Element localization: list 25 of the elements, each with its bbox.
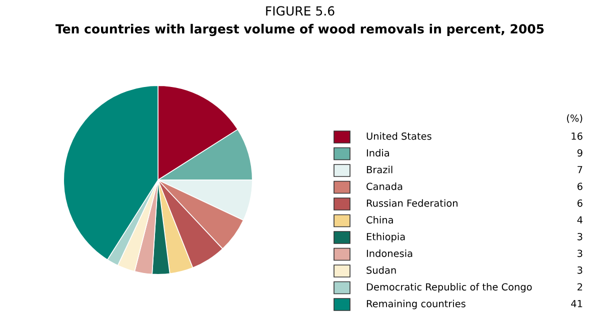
data-label: 3 <box>578 250 582 258</box>
data-label: 6 <box>577 199 582 207</box>
legend-label: Russian Federation <box>366 199 458 207</box>
data-label: 7 <box>578 166 582 174</box>
legend-label: United States <box>366 132 432 140</box>
chart-subtitle: Ten countries with largest volume of wood removals in percent, 2005 <box>56 24 544 36</box>
data-label: 3 <box>578 266 582 274</box>
legend-label: China <box>366 216 393 224</box>
legend-label: Sudan <box>366 266 396 274</box>
legend-title: (%) <box>567 114 582 123</box>
data-label: 6 <box>577 182 582 190</box>
legend-label: Ethiopia <box>366 232 405 242</box>
legend-label: Indonesia <box>366 250 412 258</box>
legend-label: Brazil <box>366 166 392 174</box>
data-label: 9 <box>577 149 582 157</box>
legend-label: India <box>366 149 389 157</box>
data-label: 16 <box>572 132 582 140</box>
data-label: 41 <box>571 300 582 308</box>
legend-label: Canada <box>366 182 402 190</box>
data-label: 3 <box>578 232 582 240</box>
data-label: 4 <box>577 216 582 224</box>
legend-label: Democratic Republic of the Congo <box>366 283 532 292</box>
chart-title: FIGURE 5.6 <box>266 6 334 16</box>
legend-label: Remaining countries <box>366 300 466 310</box>
data-label: 2 <box>578 283 582 290</box>
